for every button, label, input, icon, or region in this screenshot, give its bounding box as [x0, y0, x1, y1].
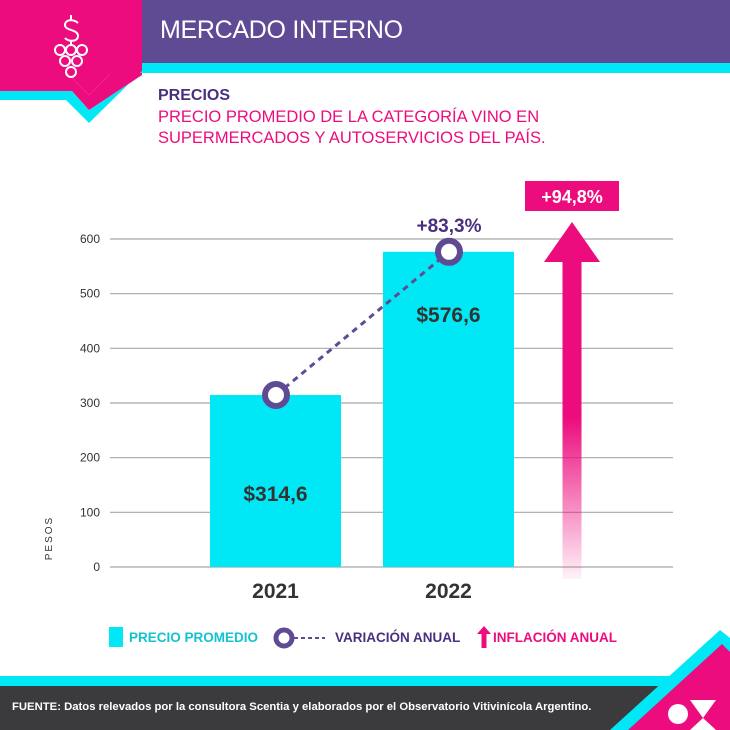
inflation-badge — [525, 181, 619, 211]
ov-logo-icon — [668, 700, 716, 730]
y-tick-labels: 0 100 200 300 400 500 600 — [80, 232, 100, 574]
variation-point — [435, 237, 463, 266]
page-title: MERCADO INTERNO — [160, 16, 403, 44]
cyan-square-icon — [109, 627, 123, 647]
y-tick-label: 600 — [80, 232, 100, 246]
y-tick-label: 500 — [80, 287, 100, 301]
legend-label-variacion: VARIACIÓN ANUAL — [335, 630, 461, 645]
dollar-grapes-icon — [54, 15, 88, 78]
arrow-shaft-fade — [562, 418, 582, 579]
x-tick-label: 2022 — [425, 580, 472, 603]
variation-label: +83,3% — [417, 216, 482, 237]
x-tick-labels: 2021 2022 — [252, 580, 472, 603]
y-tick-label: 100 — [80, 505, 100, 519]
y-tick-label: 300 — [80, 396, 100, 410]
bar-labels: $314,6 $576,6 — [243, 304, 480, 506]
badge-pink-tail — [0, 73, 142, 110]
badge-cyan-edge — [0, 63, 150, 123]
chart-description: PRECIO PROMEDIO DE LA CATEGORÍA VINO EN … — [158, 107, 678, 149]
header-bar — [142, 0, 730, 63]
source-note: FUENTE: Datos relevados por la consultor… — [12, 701, 592, 713]
arrow-head — [544, 222, 600, 262]
header-badge — [0, 0, 150, 123]
arrow-shaft — [562, 261, 582, 418]
y-axis-label: PESOS — [44, 516, 55, 560]
footer-decoration — [0, 630, 730, 730]
bar-value-label: $576,6 — [416, 304, 480, 327]
section-label: PRECIOS — [158, 87, 231, 104]
description-line-1: PRECIO PROMEDIO DE LA CATEGORÍA VINO EN — [158, 108, 540, 126]
circle-dashed-line-icon — [273, 627, 325, 649]
legend-label-precio: PRECIO PROMEDIO — [129, 630, 259, 645]
variation-line-segment — [275, 250, 450, 397]
bar — [383, 251, 514, 567]
up-arrow-icon — [477, 626, 491, 648]
variation-point — [262, 381, 290, 410]
y-tick-label: 200 — [80, 451, 100, 465]
inflation-value-label: +94,8% — [541, 187, 603, 207]
footer-bar — [0, 686, 730, 730]
x-tick-label: 2021 — [252, 580, 299, 603]
bar — [210, 395, 341, 567]
footer-stripe — [0, 676, 730, 686]
header-stripe — [0, 63, 730, 73]
y-tick-label: 0 — [93, 560, 100, 574]
bar-value-label: $314,6 — [243, 483, 307, 506]
legend: PRECIO PROMEDIO VARIACIÓN ANUAL INFLACIÓ… — [107, 626, 627, 654]
price-chart: 0 100 200 300 400 500 600 PESOS $314,6 $576,6 2… — [44, 181, 673, 603]
inflation-arrow: +94,8% — [525, 181, 619, 579]
y-tick-label: 400 — [80, 341, 100, 355]
bars — [210, 251, 514, 567]
legend-label-inflacion: INFLACIÓN ANUAL — [493, 630, 617, 645]
description-line-2: SUPERMERCADOS Y AUTOSERVICIOS DEL PAÍS. — [158, 129, 546, 147]
variation-line: +83,3% — [262, 216, 482, 410]
badge-shape — [0, 0, 142, 95]
